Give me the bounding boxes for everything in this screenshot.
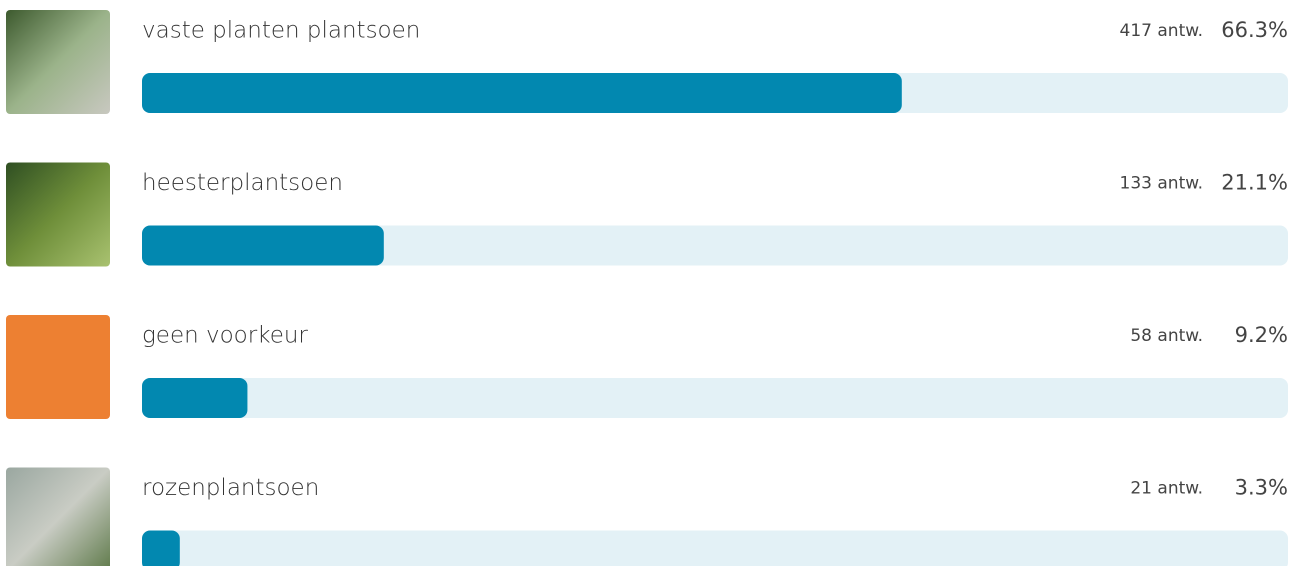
thumbnail bbox=[6, 162, 110, 267]
bar bbox=[142, 378, 248, 418]
option-label: vaste planten plantsoen bbox=[142, 18, 420, 44]
option-label: geen voorkeur bbox=[142, 323, 308, 349]
bar bbox=[142, 225, 384, 266]
option-label: heesterplantsoen bbox=[142, 170, 343, 196]
answer-count: 133 antw. bbox=[1120, 174, 1203, 194]
answer-count: 417 antw. bbox=[1120, 21, 1203, 41]
percentage: 66.3% bbox=[1221, 18, 1288, 42]
bar-track bbox=[142, 378, 1288, 418]
percentage: 21.1% bbox=[1221, 171, 1288, 195]
thumbnail bbox=[6, 315, 110, 419]
percentage: 9.2% bbox=[1235, 323, 1288, 347]
bar bbox=[142, 530, 180, 566]
answer-count: 21 antw. bbox=[1130, 479, 1203, 499]
bar bbox=[142, 73, 902, 113]
thumbnail bbox=[6, 10, 110, 114]
answer-count: 58 antw. bbox=[1130, 326, 1203, 346]
thumbnail bbox=[6, 467, 110, 566]
bar-track bbox=[142, 225, 1288, 266]
percentage: 3.3% bbox=[1235, 476, 1288, 500]
bar-track bbox=[142, 530, 1288, 566]
option-label: rozenplantsoen bbox=[142, 475, 319, 501]
